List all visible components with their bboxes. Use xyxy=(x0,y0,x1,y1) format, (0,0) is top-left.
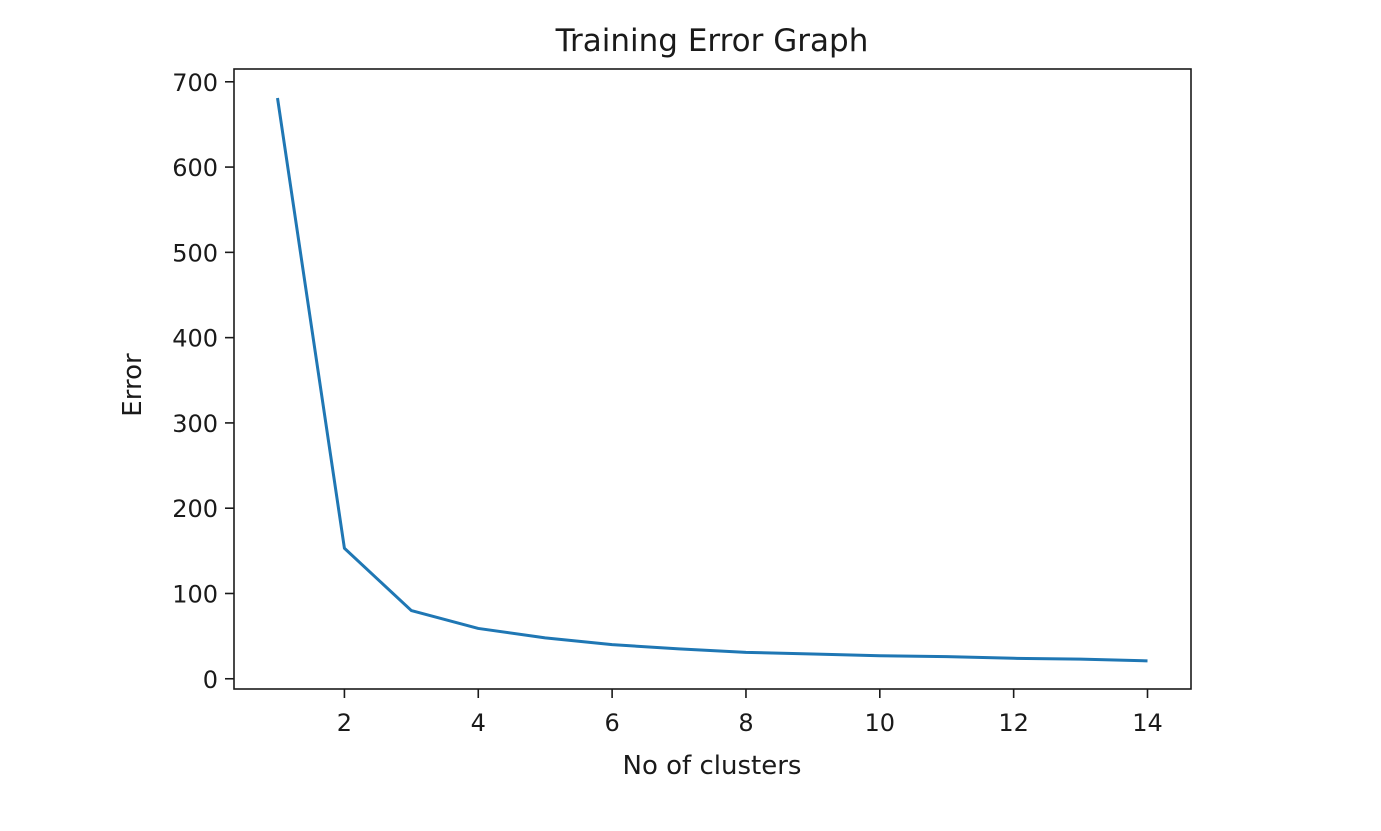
y-tick-label: 200 xyxy=(172,495,218,523)
x-axis-label: No of clusters xyxy=(623,751,802,781)
x-tick-label: 12 xyxy=(998,709,1029,737)
series-layer xyxy=(276,97,1148,663)
x-axis: 2 4 6 8 10 12 14 xyxy=(337,689,1163,737)
y-tick-label: 0 xyxy=(203,666,218,694)
plot-frame xyxy=(233,68,1192,690)
x-tick-label: 14 xyxy=(1132,709,1163,737)
x-tick-label: 2 xyxy=(337,709,352,737)
y-tick-label: 600 xyxy=(172,154,218,182)
y-tick-label: 100 xyxy=(172,580,218,608)
y-tick-label: 300 xyxy=(172,410,218,438)
series-line xyxy=(276,97,1148,663)
y-axis-label: Error xyxy=(118,353,148,417)
x-tick-label: 6 xyxy=(604,709,619,737)
x-tick-label: 8 xyxy=(738,709,753,737)
y-tick-label: 500 xyxy=(172,239,218,267)
x-tick-label: 10 xyxy=(865,709,896,737)
y-axis: 0 100 200 300 400 500 600 700 xyxy=(172,69,234,694)
chart-title: Training Error Graph xyxy=(555,23,869,59)
x-tick-label: 4 xyxy=(471,709,486,737)
y-tick-label: 700 xyxy=(172,69,218,97)
y-tick-label: 400 xyxy=(172,325,218,353)
plot-area xyxy=(233,68,1192,690)
